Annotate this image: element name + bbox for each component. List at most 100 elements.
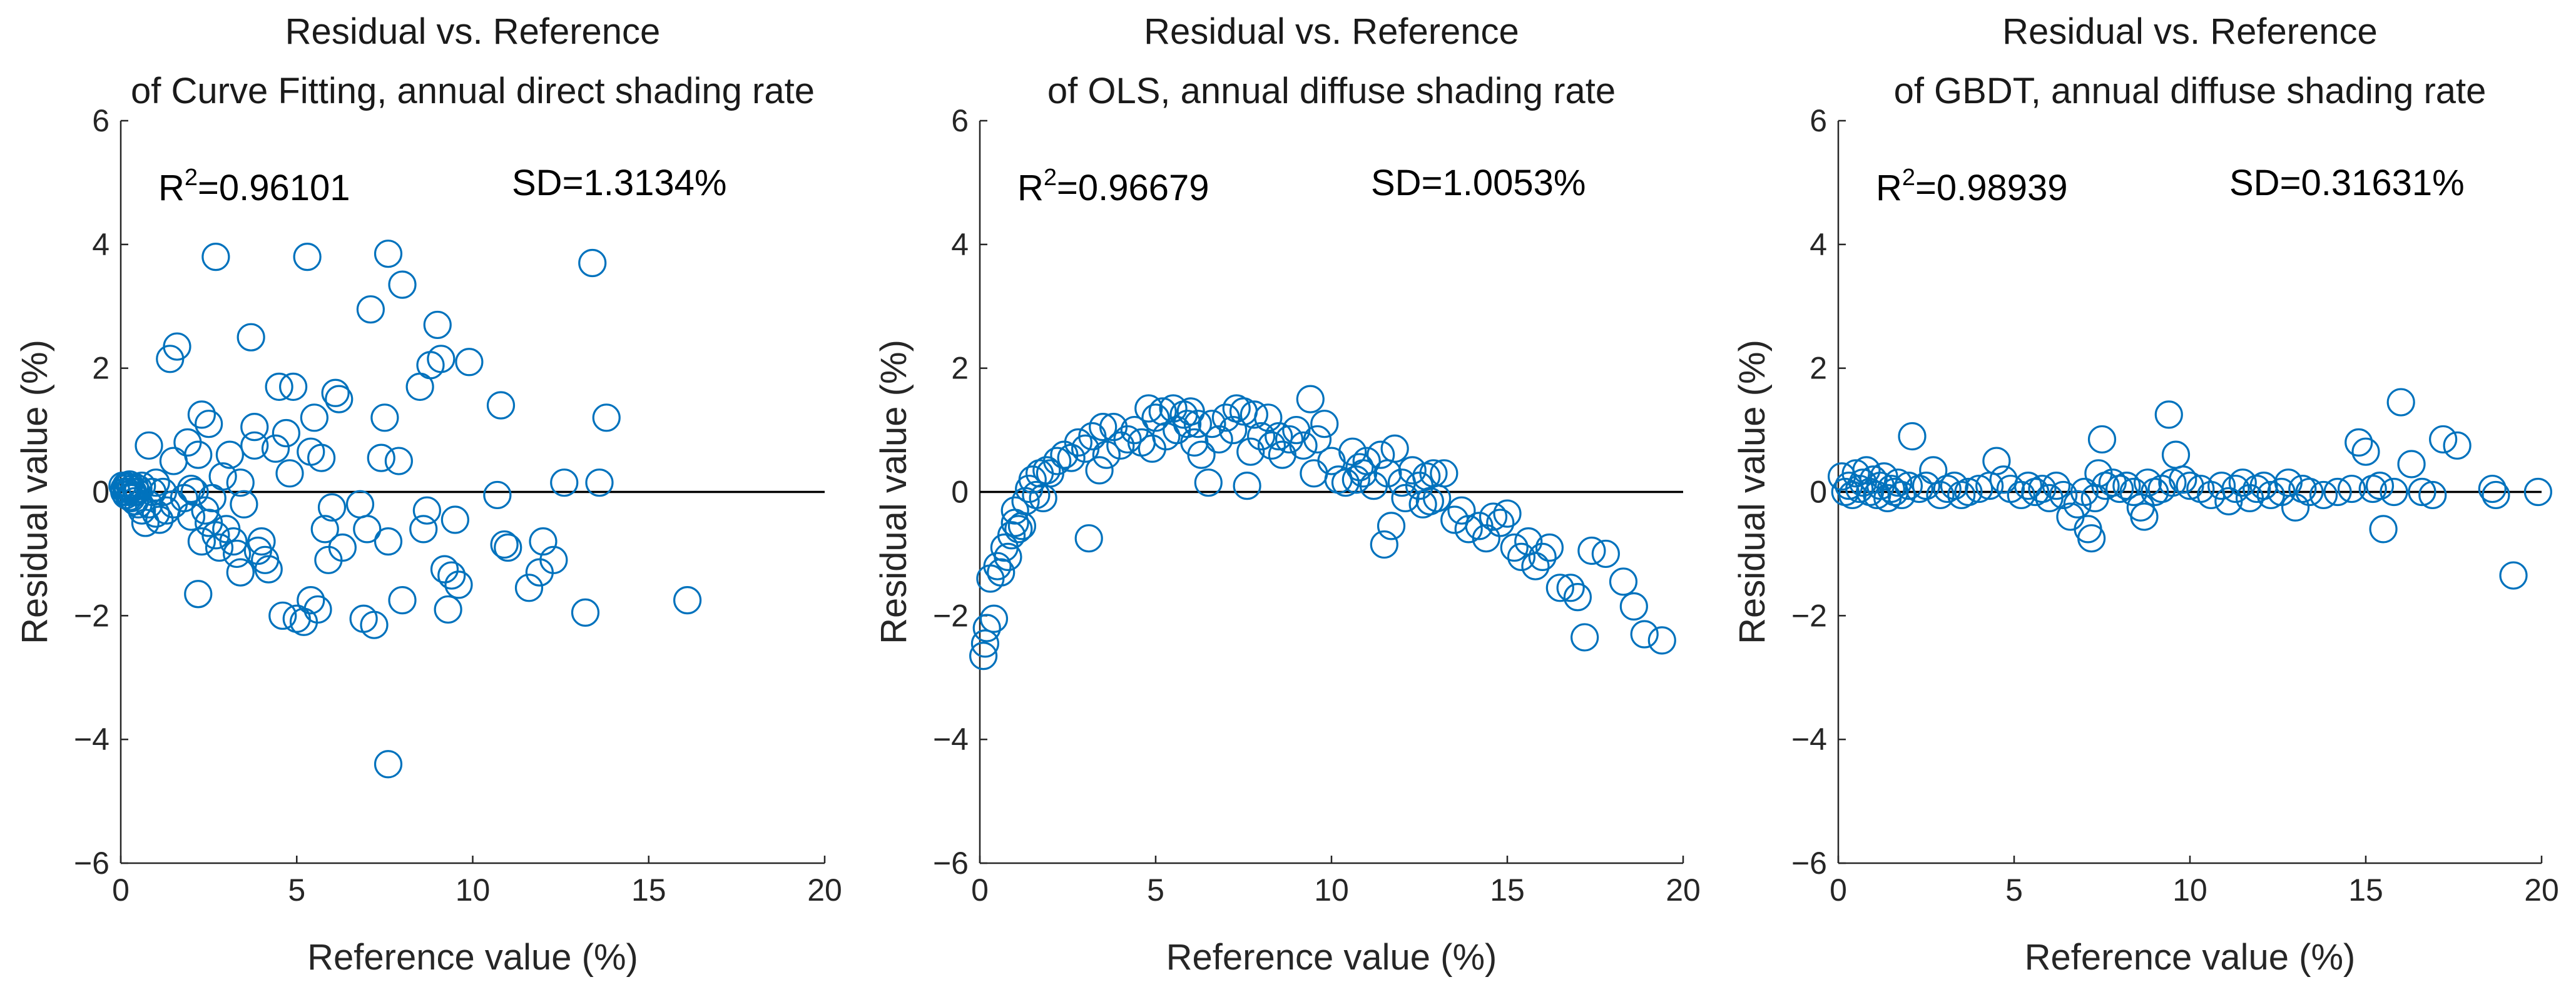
data-point	[1310, 410, 1339, 438]
data-point	[300, 403, 328, 432]
data-point	[2443, 431, 2472, 460]
data-point	[1940, 472, 1969, 500]
data-point	[2158, 468, 2187, 497]
data-point	[1954, 477, 1983, 507]
data-point	[979, 604, 1009, 633]
data-point	[1454, 515, 1483, 544]
data-point	[195, 410, 223, 438]
data-point	[529, 527, 557, 556]
data-point	[1265, 422, 1293, 451]
data-point	[2154, 400, 2183, 429]
x-tick-label: 15	[1490, 873, 1525, 908]
data-point	[2249, 472, 2278, 500]
data-point	[388, 270, 417, 299]
data-point	[1912, 472, 1941, 500]
data-point	[1845, 474, 1874, 504]
data-point	[1486, 509, 1515, 537]
data-point	[1609, 567, 1638, 596]
data-point	[1064, 428, 1092, 457]
data-point	[384, 447, 413, 475]
data-point	[1240, 400, 1268, 429]
data-point	[2344, 428, 2373, 457]
data-point	[571, 598, 600, 627]
data-point	[983, 552, 1012, 580]
data-point	[184, 440, 213, 469]
data-point	[1535, 533, 1564, 562]
x-tick-label: 5	[288, 873, 305, 908]
data-point	[1341, 465, 1370, 494]
data-point	[2007, 480, 2035, 510]
data-point	[1479, 502, 1508, 531]
data-point	[444, 570, 473, 599]
data-point	[2295, 477, 2324, 507]
r-squared-annotation: R2=0.98939	[1876, 164, 2068, 208]
data-point	[187, 400, 216, 429]
y-axis-label: Residual value (%)	[873, 340, 914, 644]
data-point	[2267, 477, 2296, 507]
data-point	[1619, 592, 1648, 621]
data-point	[1000, 496, 1029, 525]
data-point	[201, 243, 230, 271]
data-point	[1430, 459, 1459, 488]
data-point	[1289, 431, 1318, 460]
x-tick-label: 10	[1314, 873, 1349, 908]
data-point	[2323, 477, 2352, 507]
data-point	[2281, 493, 2310, 522]
data-point	[430, 555, 459, 584]
data-point	[1507, 542, 1536, 571]
data-point	[2130, 502, 2159, 531]
y-tick-label: 0	[951, 475, 969, 510]
data-point	[374, 527, 403, 556]
data-point	[1303, 425, 1332, 454]
data-point	[578, 248, 607, 278]
data-point	[486, 391, 516, 420]
data-point	[310, 515, 339, 544]
data-point	[1577, 536, 1606, 565]
data-point	[1982, 447, 2011, 475]
data-point	[1296, 385, 1325, 413]
data-point	[2028, 474, 2057, 504]
x-tick-label: 15	[2348, 873, 2383, 908]
data-point	[388, 586, 417, 615]
data-point	[2077, 524, 2106, 553]
data-point	[205, 533, 234, 562]
data-point	[265, 372, 293, 401]
r-squared-annotation: R2=0.96679	[1017, 164, 1209, 208]
data-point	[215, 440, 244, 469]
y-tick-label: −4	[74, 722, 109, 757]
data-point	[180, 477, 209, 507]
data-point	[219, 527, 248, 556]
data-point	[261, 434, 290, 463]
x-axis-label: Reference value (%)	[307, 937, 638, 978]
data-point	[321, 378, 350, 407]
data-point	[423, 310, 452, 340]
data-point	[1528, 542, 1557, 571]
data-point	[128, 496, 156, 525]
y-tick-label: −2	[933, 598, 969, 633]
x-tick-label: 20	[807, 873, 842, 908]
data-point	[1074, 524, 1103, 553]
data-point	[163, 332, 191, 361]
data-point	[1647, 626, 1676, 655]
data-point	[1173, 410, 1202, 438]
data-point	[490, 530, 519, 559]
data-point	[1254, 403, 1283, 432]
y-tick-label: −6	[74, 846, 109, 881]
data-point	[1841, 459, 1870, 488]
data-point	[2351, 437, 2380, 466]
y-tick-label: −2	[74, 598, 109, 633]
data-point	[1198, 410, 1226, 438]
x-axis-label: Reference value (%)	[1166, 937, 1497, 978]
y-tick-label: −2	[1791, 598, 1827, 633]
data-point	[1043, 447, 1072, 475]
y-tick-label: −6	[1791, 846, 1827, 881]
data-point	[1591, 539, 1620, 569]
data-point	[1419, 459, 1448, 488]
data-point	[1007, 512, 1037, 540]
data-point	[328, 533, 357, 562]
y-axis-label: Residual value (%)	[1732, 340, 1773, 644]
data-point	[1500, 533, 1529, 562]
data-point	[1370, 530, 1398, 559]
data-point	[972, 614, 1001, 642]
data-point	[1965, 474, 1993, 504]
